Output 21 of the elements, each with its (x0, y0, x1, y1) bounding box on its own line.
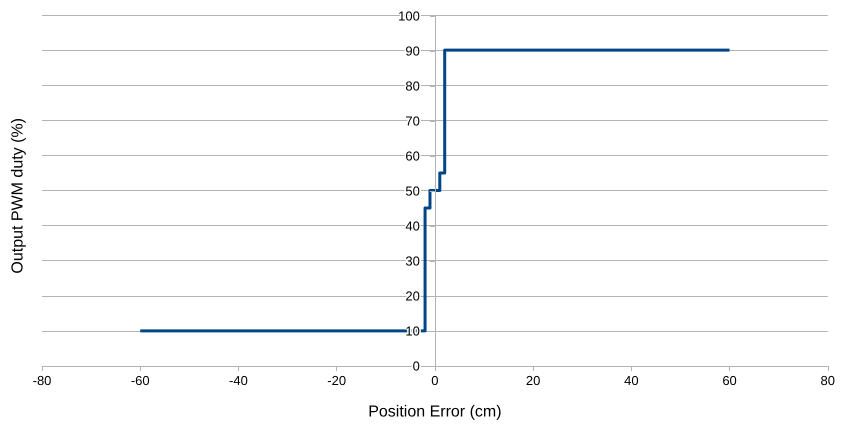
y-tick-label: 70 (405, 114, 420, 128)
x-tick-label: 0 (431, 373, 438, 388)
x-tick-label: 80 (820, 373, 836, 388)
x-tick-label: 20 (526, 373, 540, 388)
y-tick-label: 40 (405, 218, 420, 234)
x-tick-label: 40 (624, 373, 639, 388)
y-tick-label: 50 (405, 184, 420, 198)
y-tick-label: 80 (405, 78, 420, 94)
x-tick-label: -20 (327, 373, 346, 388)
y-tick-label: 20 (405, 288, 420, 304)
x-axis-title: Position Error (cm) (368, 404, 502, 420)
x-tick-label: -80 (32, 373, 52, 388)
y-tick-label: 0 (412, 358, 420, 374)
x-tick-label: -60 (130, 373, 150, 388)
y-tick-label: 60 (405, 148, 420, 164)
x-tick-label: -40 (229, 373, 248, 388)
x-tick-label: 60 (722, 373, 737, 388)
y-tick-label: 30 (405, 254, 420, 268)
y-tick-label: 100 (398, 8, 420, 24)
y-axis-title: Output PWM duty (%) (10, 118, 26, 274)
y-tick-label: 90 (405, 44, 420, 58)
